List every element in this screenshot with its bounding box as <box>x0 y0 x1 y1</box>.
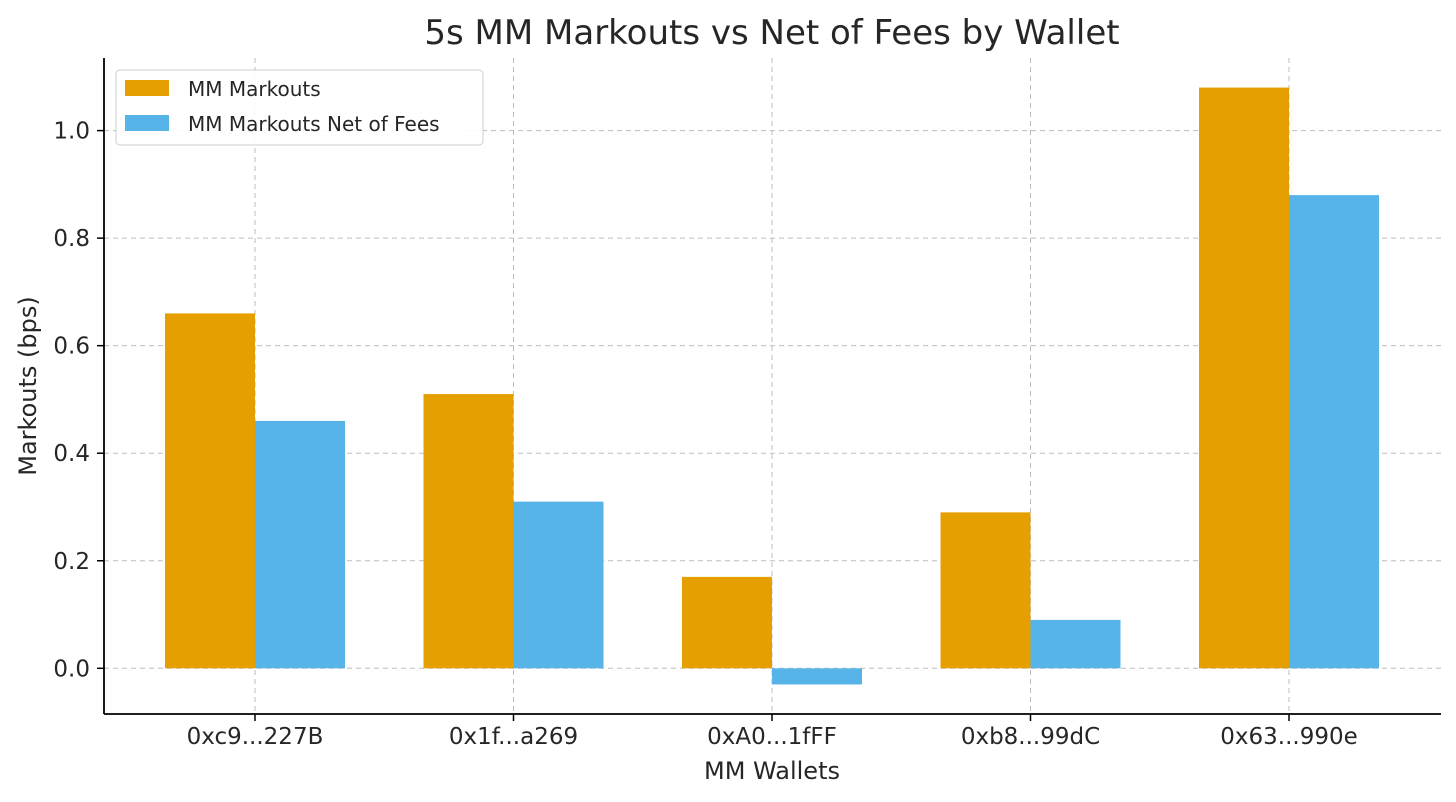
x-tick-label: 0xc9...227B <box>187 724 324 750</box>
bar-net-of-fees-0 <box>255 420 345 669</box>
legend-frame <box>115 69 484 146</box>
x-tick-label: 0xb8...99dC <box>961 724 1100 750</box>
x-ticks: 0xc9...227B 0x1f...a269 0xA0...1fFF 0xb8...… <box>187 714 1358 750</box>
bar-net-of-fees-1 <box>513 501 604 669</box>
legend-swatch-net-of-fees <box>125 115 169 131</box>
bar-net-of-fees-4 <box>1289 195 1379 669</box>
y-tick-label: 0.4 <box>53 441 90 467</box>
y-ticks: 0.0 0.2 0.4 0.6 0.8 1.0 <box>53 119 104 682</box>
y-tick-label: 0.2 <box>53 549 90 575</box>
legend-label-mm-markouts: MM Markouts <box>188 77 321 101</box>
legend-swatch-mm-markouts <box>125 80 169 96</box>
x-axis-label: MM Wallets <box>704 757 840 785</box>
bars <box>165 87 1379 685</box>
legend: MM Markouts MM Markouts Net of Fees <box>115 69 484 146</box>
y-tick-label: 1.0 <box>53 119 90 145</box>
bar-net-of-fees-3 <box>1030 619 1121 669</box>
x-tick-label: 0x63...990e <box>1220 724 1358 750</box>
bar-mm-markouts-1 <box>423 394 514 669</box>
x-tick-label: 0xA0...1fFF <box>707 724 837 750</box>
y-tick-label: 0.8 <box>53 226 90 252</box>
y-axis-label: Markouts (bps) <box>14 296 42 475</box>
bar-mm-markouts-0 <box>165 313 255 669</box>
chart-title: 5s MM Markouts vs Net of Fees by Wallet <box>424 13 1119 53</box>
bar-mm-markouts-2 <box>682 576 772 669</box>
y-tick-label: 0.6 <box>53 334 90 360</box>
bar-mm-markouts-4 <box>1199 87 1289 669</box>
legend-label-net-of-fees: MM Markouts Net of Fees <box>188 112 440 136</box>
y-tick-label: 0.0 <box>53 656 90 682</box>
x-tick-label: 0x1f...a269 <box>449 724 578 750</box>
bar-mm-markouts-3 <box>940 512 1031 669</box>
bar-net-of-fees-2 <box>772 668 862 685</box>
